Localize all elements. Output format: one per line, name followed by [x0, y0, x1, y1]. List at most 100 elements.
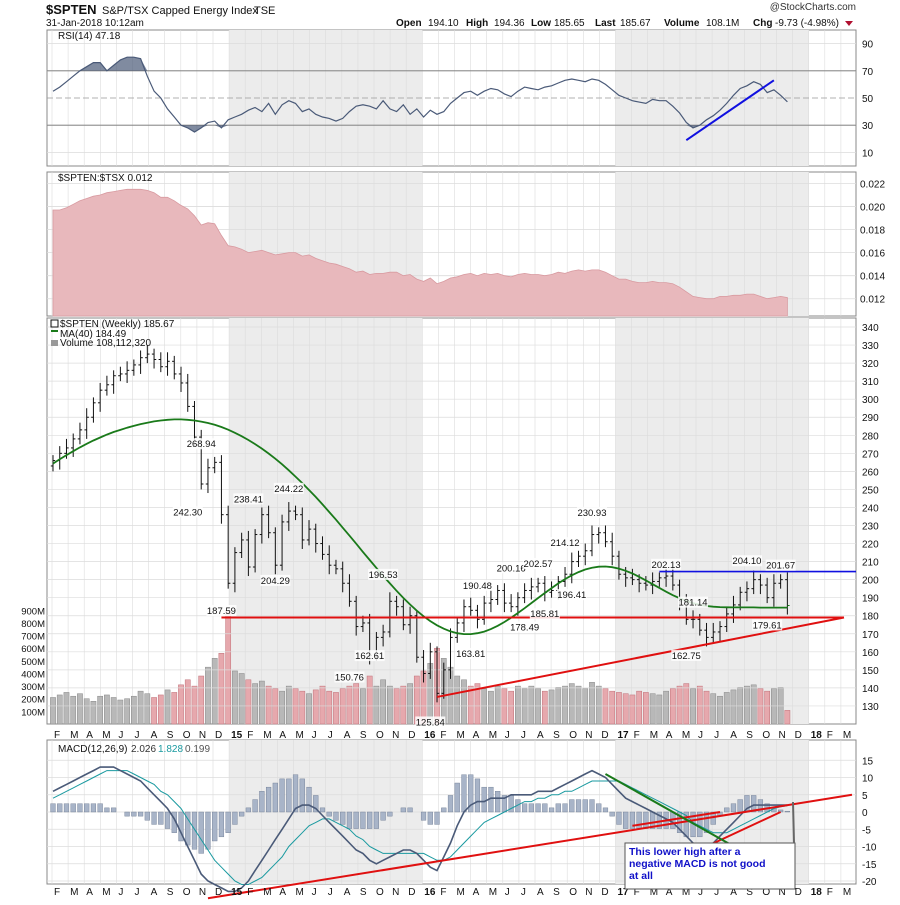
price-legend-main: $SPTEN (Weekly) 185.67	[60, 319, 175, 330]
volume-bar	[717, 695, 723, 725]
volume-bar	[56, 694, 63, 725]
macd-legend: MACD(12,26,9) 2.026 1.828 0.199	[58, 744, 210, 755]
x-tick-label-top: N	[392, 730, 399, 741]
price-label-bg	[529, 608, 560, 620]
rsi-tick-label: 10	[862, 148, 874, 159]
volume-bar	[184, 679, 191, 725]
volume-bar	[110, 697, 117, 725]
x-tick-label-top: M	[102, 730, 110, 741]
x-tick-label-top: 15	[231, 730, 243, 741]
macd-histogram-bar	[434, 811, 440, 825]
price-label-bg	[576, 506, 607, 518]
x-tick-label-bottom: 16	[424, 887, 436, 898]
macd-histogram-bar	[703, 811, 710, 833]
x-tick-label-top: O	[569, 730, 577, 741]
x-tick-label-bottom: A	[730, 887, 737, 898]
volume-bar	[703, 690, 710, 725]
macd-histogram-bar	[555, 803, 561, 813]
price-label: 244.22	[274, 484, 303, 495]
price-label-bg	[496, 562, 527, 574]
x-tick-label-bottom: N	[392, 887, 399, 898]
price-tick-label: 260	[862, 467, 879, 478]
volume-bar	[622, 693, 629, 725]
macd-histogram-bar	[279, 778, 285, 813]
volume-bar	[730, 689, 737, 725]
price-label: 201.67	[766, 561, 795, 572]
price-tick-label: 290	[862, 413, 879, 424]
macd-histogram-bar	[454, 782, 460, 813]
macd-histogram-bar	[306, 786, 312, 813]
x-tick-label-top: F	[54, 730, 60, 741]
x-tick-label-top: S	[553, 730, 560, 741]
x-tick-label-top: A	[151, 730, 158, 741]
volume-tick-label: 500M	[21, 657, 45, 668]
x-tick-label-top: 18	[811, 730, 823, 741]
price-label: 242.30	[173, 507, 202, 518]
relative-tick-label: 0.018	[860, 226, 885, 237]
macd-histogram-bar	[589, 799, 595, 813]
annotation-line: This lower high after a	[629, 846, 741, 858]
price-label-bg	[550, 537, 581, 549]
macd-histogram-bar	[340, 811, 346, 825]
macd-legend-name: MACD(12,26,9)	[58, 744, 127, 755]
macd-histogram-bar	[252, 799, 258, 813]
volume-bar	[346, 685, 353, 725]
volume-bar	[366, 675, 373, 725]
volume-tick-label: 100M	[21, 707, 45, 718]
x-tick-label-bottom: J	[505, 887, 510, 898]
macd-downtrend-line	[604, 773, 741, 851]
volume-bar	[137, 690, 144, 725]
volume-tick-label: 300M	[21, 682, 45, 693]
x-tick-label-top: M	[457, 730, 465, 741]
x-tick-label-top: M	[843, 730, 851, 741]
volume-bar	[77, 693, 83, 725]
x-tick-label-bottom: S	[360, 887, 367, 898]
volume-bar	[171, 692, 178, 725]
volume-bar	[178, 684, 184, 725]
volume-bar	[104, 694, 110, 725]
price-label: 150.76	[335, 672, 364, 683]
x-tick-label-top: 16	[424, 730, 436, 741]
volume-bar	[380, 679, 386, 725]
volume-bar	[272, 688, 279, 725]
volume-bar	[515, 685, 521, 725]
volume-bar	[225, 610, 232, 725]
volume-bar	[144, 693, 151, 725]
volume-bar	[83, 698, 90, 725]
macd-histogram-bar	[569, 799, 575, 813]
volume-bar	[285, 685, 292, 725]
macd-histogram-bar	[548, 807, 555, 813]
x-tick-label-top: M	[682, 730, 690, 741]
price-tick-label: 310	[862, 377, 879, 388]
volume-bar	[130, 695, 137, 725]
x-tick-label-bottom: O	[183, 887, 191, 898]
volume-bar	[784, 710, 791, 725]
x-tick-label-top: O	[376, 730, 384, 741]
volume-legend: Volume 108,112,320	[60, 338, 151, 349]
macd-histogram-bar	[104, 807, 110, 813]
volume-bar	[198, 675, 205, 725]
macd-legend-macd: 2.026	[131, 744, 156, 755]
volume-bar	[683, 683, 690, 725]
price-label-bg	[368, 568, 399, 580]
symbol-title: $SPTEN	[46, 2, 97, 17]
volume-bar	[339, 688, 346, 725]
price-tick-label: 270	[862, 449, 879, 460]
macd-histogram-bar	[259, 791, 265, 813]
macd-histogram-bar	[542, 803, 548, 813]
x-tick-label-top: M	[489, 730, 497, 741]
x-tick-label-bottom: A	[473, 887, 480, 898]
x-tick-label-top: J	[328, 730, 333, 741]
volume-bar	[218, 653, 225, 725]
macd-histogram-bar	[407, 807, 413, 813]
price-label-bg	[523, 558, 554, 570]
volume-bar	[461, 679, 467, 725]
rsi-legend: RSI(14) 47.18	[58, 31, 121, 42]
x-tick-label-bottom: S	[167, 887, 174, 898]
x-tick-label-bottom: J	[312, 887, 317, 898]
price-tick-label: 210	[862, 558, 879, 569]
x-tick-label-top: A	[537, 730, 544, 741]
x-tick-label-bottom: J	[135, 887, 140, 898]
volume-bar	[629, 694, 636, 725]
